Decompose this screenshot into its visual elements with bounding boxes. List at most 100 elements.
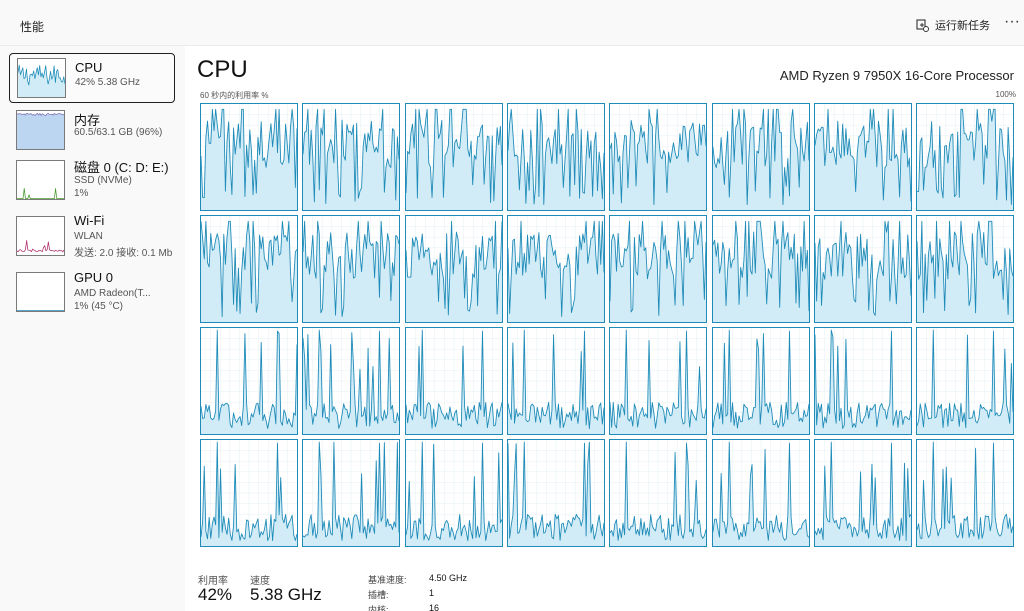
speed-value: 5.38 GHz <box>250 585 322 604</box>
disk-thumbnail-graph <box>16 160 65 200</box>
processor-usage-chart <box>201 104 297 210</box>
sidebar-item-disk[interactable]: 磁盘 0 (C: D: E:) SSD (NVMe) 1% <box>9 156 175 208</box>
cores-label: 内核: <box>368 605 389 611</box>
sidebar-item-detail-2: 发送: 2.0 接收: 0.1 Mb <box>74 248 173 259</box>
processor-usage-chart <box>507 328 604 434</box>
sockets-value: 1 <box>429 588 435 598</box>
processor-usage-chart <box>610 216 707 322</box>
processor-usage-chart <box>201 440 297 546</box>
sidebar-item-memory[interactable]: 内存 60.5/63.1 GB (96%) <box>9 106 175 156</box>
logical-processor-graph <box>609 327 708 435</box>
usage-line <box>201 441 297 542</box>
usage-area <box>303 221 400 322</box>
processor-usage-chart <box>303 440 400 546</box>
processor-usage-chart <box>610 104 707 210</box>
logical-processor-graph <box>506 103 605 211</box>
logical-processor-graph <box>813 215 912 323</box>
processor-usage-chart <box>814 104 911 210</box>
run-new-task-button[interactable]: 运行新任务 <box>916 17 990 33</box>
usage-line <box>507 108 604 205</box>
usage-line <box>201 220 297 318</box>
usage-line <box>303 220 400 317</box>
sidebar-item-detail: WLAN <box>74 231 103 242</box>
logical-processor-graph <box>506 439 605 547</box>
usage-line <box>17 240 64 253</box>
usage-line <box>507 441 604 541</box>
sidebar-item-name: CPU <box>75 60 103 75</box>
processor-usage-chart <box>201 328 297 434</box>
usage-line <box>17 188 64 199</box>
processor-usage-chart <box>712 104 809 210</box>
usage-area <box>712 109 809 210</box>
processor-usage-chart <box>405 328 502 434</box>
utilization-axis-label: 60 秒内的利用率 % <box>200 91 269 100</box>
processor-usage-chart <box>712 328 809 434</box>
logical-processor-graph <box>916 215 1015 323</box>
sidebar-item-detail: SSD (NVMe) <box>74 175 132 186</box>
logical-processor-graph <box>711 439 810 547</box>
processor-usage-chart <box>712 216 809 322</box>
processor-usage-chart <box>610 440 707 546</box>
utilization-value: 42% <box>198 585 233 604</box>
logical-processor-graph <box>404 103 503 211</box>
logical-processor-graph <box>916 439 1015 547</box>
processor-usage-chart <box>405 104 502 210</box>
cpu-stats: 利用率 42% 速度 5.38 GHz 基准速度: 4.50 GHz 插槽: 1… <box>198 572 1018 611</box>
speed-label: 速度 <box>250 576 270 587</box>
base-speed-label: 基准速度: <box>368 575 407 585</box>
usage-area <box>814 109 911 210</box>
usage-line <box>18 64 65 86</box>
sidebar-item-name: 磁盘 0 (C: D: E:) <box>74 160 169 175</box>
processor-usage-chart <box>814 440 911 546</box>
logical-processor-graph <box>404 215 503 323</box>
logical-processor-graph <box>200 327 298 435</box>
usage-area <box>18 65 65 97</box>
sockets-label: 插槽: <box>368 590 389 600</box>
logical-processor-graph <box>506 215 605 323</box>
usage-line <box>917 220 1014 315</box>
usage-line <box>712 220 809 312</box>
usage-line <box>507 220 604 317</box>
usage-area <box>507 330 604 434</box>
more-options-button[interactable]: ··· <box>1004 13 1020 30</box>
logical-processor-graph <box>916 327 1015 435</box>
usage-line <box>405 441 502 542</box>
processor-usage-chart <box>712 440 809 546</box>
logical-processor-graph <box>506 327 605 435</box>
usage-area <box>610 109 707 210</box>
sidebar-item-detail-2: 1% (45 °C) <box>74 301 124 312</box>
usage-area <box>507 221 604 322</box>
sidebar-item-gpu[interactable]: GPU 0 AMD Radeon(T... 1% (45 °C) <box>9 268 175 320</box>
usage-line <box>610 329 707 429</box>
usage-area <box>814 221 911 322</box>
processor-usage-chart <box>917 328 1014 434</box>
max-percent-label: 100% <box>995 90 1016 99</box>
logical-processor-graph <box>813 103 912 211</box>
sidebar-item-wifi[interactable]: Wi-Fi WLAN 发送: 2.0 接收: 0.1 Mb <box>9 212 175 264</box>
usage-line <box>201 108 297 199</box>
usage-area <box>610 221 707 322</box>
usage-line <box>17 112 64 116</box>
page-title: 性能 <box>20 20 45 34</box>
usage-line <box>712 441 809 541</box>
gpu-thumbnail-graph <box>16 272 65 312</box>
usage-line <box>507 329 604 430</box>
logical-processor-graph <box>200 215 298 323</box>
cpu-detail-panel: CPU AMD Ryzen 9 7950X 16-Core Processor … <box>185 46 1024 611</box>
logical-processor-graph <box>813 439 912 547</box>
processor-usage-chart <box>303 328 400 434</box>
sidebar-item-detail: 60.5/63.1 GB (96%) <box>74 127 163 138</box>
usage-line <box>405 329 502 429</box>
usage-area <box>17 240 64 255</box>
logical-processor-graph <box>302 215 401 323</box>
usage-line <box>610 220 707 316</box>
sidebar: CPU 42% 5.38 GHz 内存 60.5/63.1 GB (96%) 磁… <box>0 46 185 611</box>
processor-usage-chart <box>303 216 400 322</box>
sidebar-item-detail: 42% 5.38 GHz <box>75 77 141 88</box>
sidebar-item-cpu[interactable]: CPU 42% 5.38 GHz <box>9 53 175 103</box>
usage-line <box>405 108 502 203</box>
usage-area <box>303 109 400 210</box>
logical-processor-graph <box>404 327 503 435</box>
processor-usage-chart <box>917 440 1014 546</box>
processor-usage-chart <box>814 328 911 434</box>
